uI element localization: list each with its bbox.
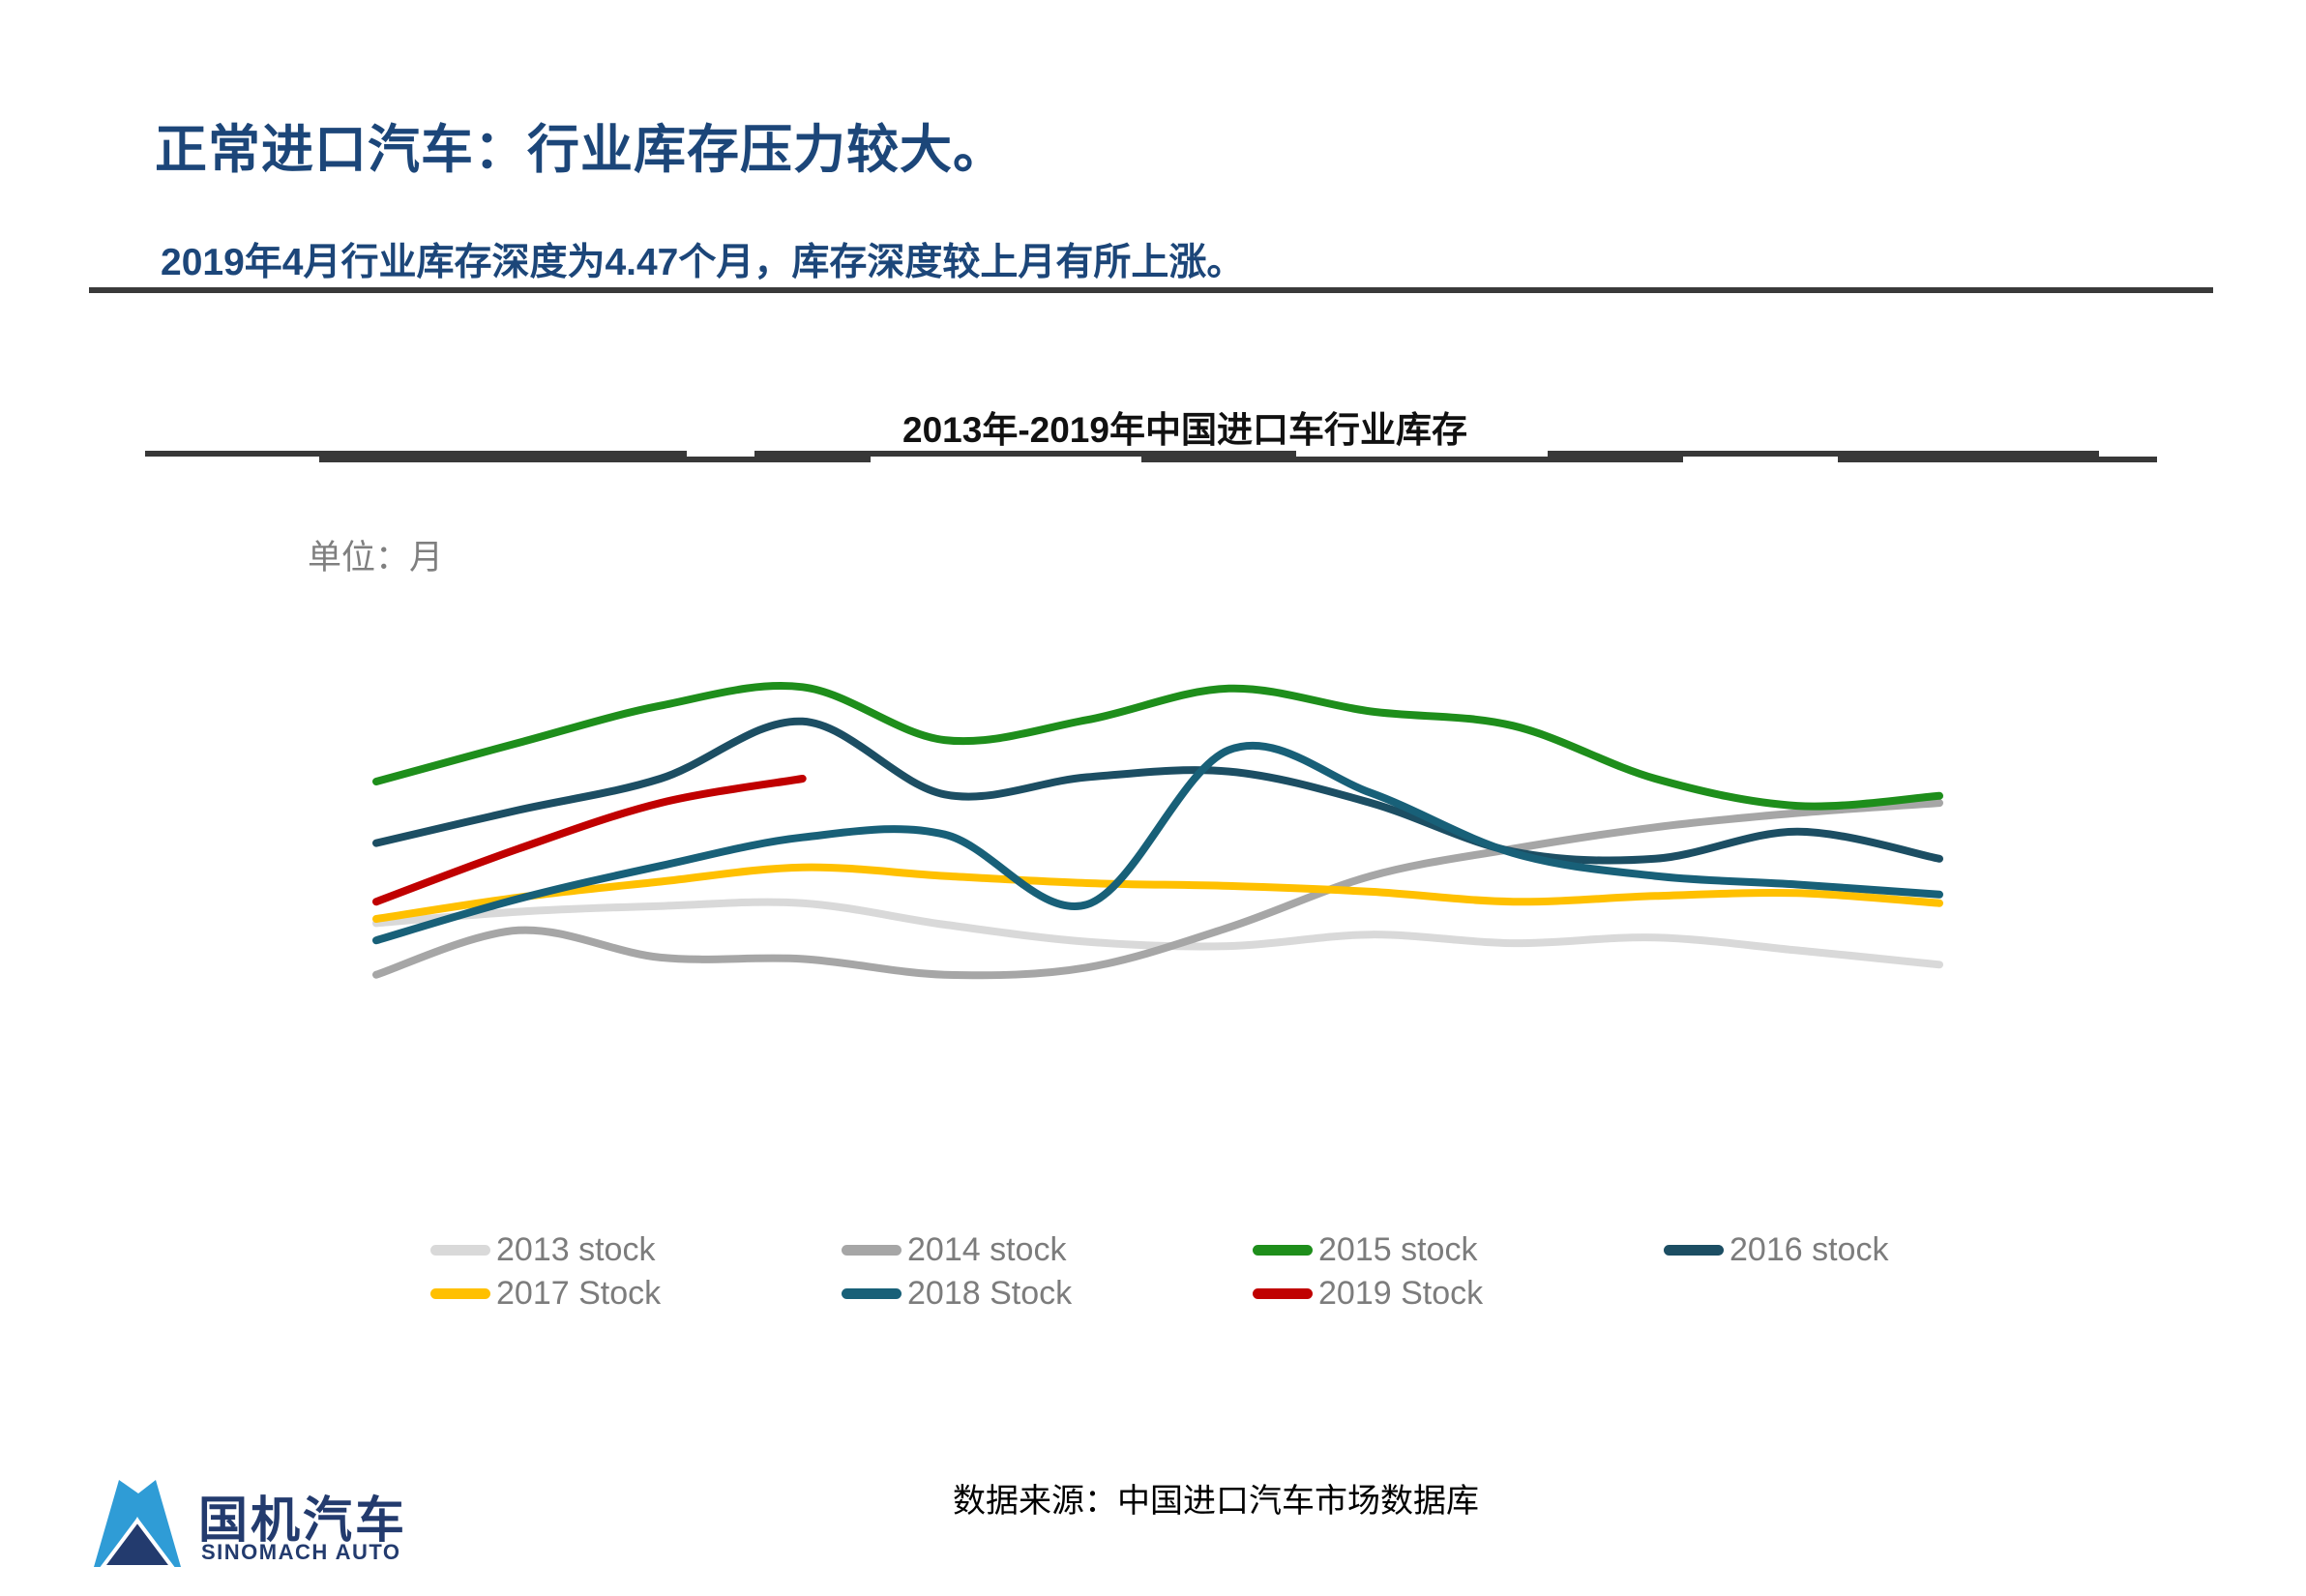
logo-mountain-icon xyxy=(94,1480,181,1569)
logo-name-cn: 国机汽车 xyxy=(198,1493,408,1548)
underline-segment xyxy=(319,457,871,462)
chart-title-underline xyxy=(145,451,2157,463)
series-line-2018-stock xyxy=(372,741,1943,945)
underline-segment xyxy=(1548,451,2099,457)
header-divider xyxy=(89,287,2213,293)
series-line-2019-stock xyxy=(372,775,807,906)
underline-segment xyxy=(1141,457,1683,462)
page-subtitle: 2019年4月行业库存深度为4.47个月，库存深度较上月有所上涨。 xyxy=(161,242,1245,283)
underline-segment xyxy=(145,451,687,457)
data-source-note: 数据来源：中国进口汽车市场数据库 xyxy=(953,1483,1479,1520)
page-title: 正常进口汽车：行业库存压力较大。 xyxy=(155,121,1006,179)
series-line-2017-stock xyxy=(372,863,1943,923)
underline-segment xyxy=(1838,457,2157,462)
unit-label: 单位：月 xyxy=(308,539,444,577)
logo-name-en: SINOMACH AUTO xyxy=(201,1540,401,1564)
series-line-2015-stock xyxy=(372,681,1943,811)
series-line-2013-stock xyxy=(372,898,1943,969)
company-logo: 国机汽车 SINOMACH AUTO xyxy=(90,1472,632,1579)
underline-segment xyxy=(754,451,1296,457)
series-line-2014-stock xyxy=(372,799,1943,980)
chart-title: 2013年-2019年中国进口车行业库存 xyxy=(902,410,1467,450)
series-line-2016-stock xyxy=(372,717,1943,865)
